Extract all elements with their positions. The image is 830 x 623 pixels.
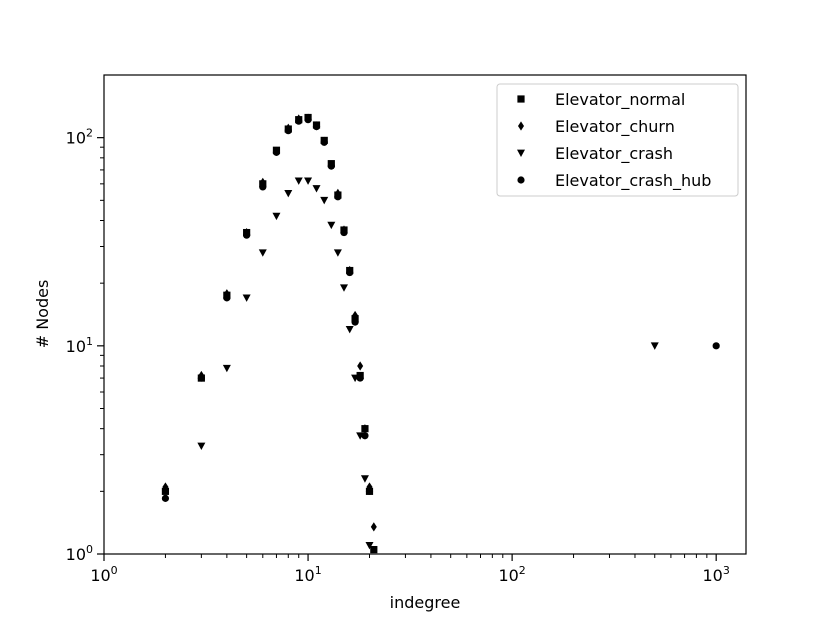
data-point-diamond bbox=[370, 522, 377, 532]
data-point-circle bbox=[351, 318, 359, 326]
data-point-diamond bbox=[162, 482, 169, 492]
data-point-triangle-down bbox=[365, 541, 374, 550]
x-tick-label: 100 bbox=[90, 564, 117, 585]
data-point-circle bbox=[712, 342, 720, 350]
legend-marker-square bbox=[517, 95, 525, 103]
data-point-square bbox=[370, 545, 378, 554]
data-point-circle bbox=[284, 127, 292, 135]
data-point-circle bbox=[259, 183, 267, 191]
data-point-circle bbox=[365, 487, 374, 495]
data-point-triangle-down bbox=[312, 185, 321, 193]
data-point-diamond bbox=[352, 310, 359, 321]
data-point-triangle-down bbox=[197, 442, 206, 451]
legend: Elevator_normal Elevator_churn Elevator_cr… bbox=[496, 83, 739, 197]
legend-marker-triangle-down bbox=[517, 149, 525, 157]
legend-marker-circle bbox=[517, 176, 525, 184]
data-point-triangle-down bbox=[339, 284, 348, 292]
data-point-circle bbox=[304, 116, 312, 124]
data-point-triangle-down bbox=[242, 294, 251, 302]
x-axis-ticks: 100 101 102 103 bbox=[90, 554, 730, 585]
data-point-circle bbox=[312, 123, 321, 131]
data-point-circle bbox=[327, 162, 335, 170]
data-point-triangle-down bbox=[327, 221, 336, 230]
x-tick-label: 101 bbox=[294, 564, 321, 585]
data-point-circle bbox=[197, 374, 205, 382]
data-point-triangle-down bbox=[333, 249, 342, 257]
y-tick-label: 102 bbox=[66, 127, 93, 148]
data-points bbox=[161, 113, 720, 554]
data-point-triangle-down bbox=[258, 249, 267, 257]
data-point-triangle-down bbox=[294, 177, 303, 185]
y-axis-ticks: 100 101 102 bbox=[66, 127, 104, 564]
data-point-triangle-down bbox=[304, 177, 313, 185]
legend-label: Elevator_normal bbox=[555, 90, 685, 110]
data-point-circle bbox=[356, 374, 364, 382]
data-point-circle bbox=[243, 231, 251, 239]
legend-label: Elevator_crash bbox=[555, 144, 673, 164]
data-point-triangle-down bbox=[360, 475, 369, 483]
data-point-triangle-down bbox=[284, 189, 293, 198]
data-point-diamond bbox=[361, 424, 368, 434]
data-point-circle bbox=[346, 268, 354, 277]
data-point-triangle-down bbox=[345, 325, 354, 334]
x-axis-label: indegree bbox=[390, 593, 461, 612]
y-axis-label: # Nodes bbox=[33, 280, 52, 349]
data-point-triangle-down bbox=[222, 364, 231, 373]
legend-marker-diamond bbox=[518, 121, 524, 131]
legend-label: Elevator_crash_hub bbox=[555, 171, 711, 191]
data-point-circle bbox=[361, 432, 369, 440]
data-point-circle bbox=[272, 148, 281, 156]
data-point-triangle-down bbox=[320, 196, 329, 205]
data-point-circle bbox=[161, 494, 170, 502]
data-point-circle bbox=[334, 193, 342, 201]
data-point-diamond bbox=[357, 361, 364, 371]
data-point-circle bbox=[223, 294, 231, 302]
data-point-circle bbox=[320, 138, 328, 146]
y-tick-label: 101 bbox=[66, 335, 93, 356]
x-tick-label: 103 bbox=[703, 564, 730, 585]
legend-frame bbox=[496, 83, 739, 197]
data-point-triangle-down bbox=[650, 342, 659, 350]
data-point-circle bbox=[340, 228, 348, 237]
data-point-circle bbox=[295, 117, 303, 125]
legend-label: Elevator_churn bbox=[555, 117, 675, 137]
x-tick-label: 102 bbox=[498, 564, 525, 585]
data-point-triangle-down bbox=[272, 212, 281, 221]
y-tick-label: 100 bbox=[66, 543, 93, 564]
